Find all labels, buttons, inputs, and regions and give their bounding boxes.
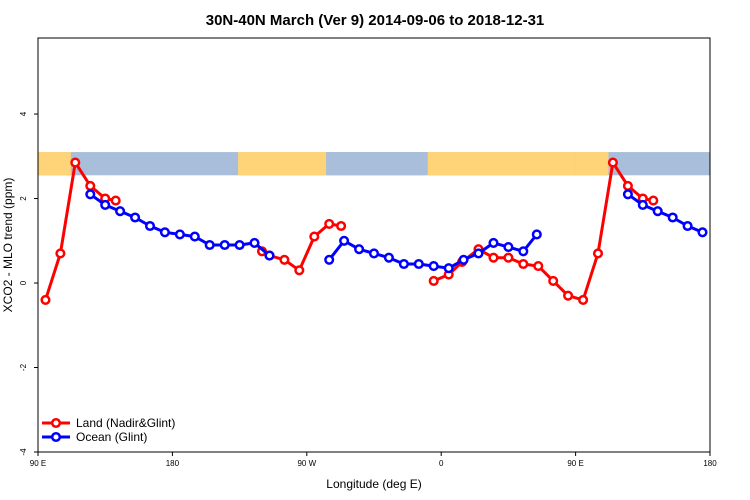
- data-point: [294, 265, 305, 276]
- chart-title: 30N-40N March (Ver 9) 2014-09-06 to 2018…: [206, 12, 545, 29]
- data-point: [652, 206, 663, 217]
- y-axis-label: XCO2 - MLO trend (ppm): [1, 178, 15, 313]
- map-land-north-america: [238, 152, 327, 176]
- data-point: [458, 254, 469, 265]
- data-point: [234, 239, 245, 251]
- data-point: [100, 199, 111, 210]
- data-point: [563, 290, 574, 301]
- data-point: [309, 231, 320, 242]
- data-point: [548, 275, 559, 286]
- data-point: [488, 237, 499, 248]
- x-axis-label: Longitude (deg E): [326, 477, 421, 491]
- data-point: [115, 206, 126, 217]
- data-point: [428, 261, 439, 272]
- data-point: [518, 258, 529, 270]
- data-point: [354, 244, 365, 255]
- data-point: [428, 275, 439, 286]
- world-map-band: [38, 152, 710, 176]
- data-point: [40, 294, 51, 305]
- series-line: [44, 161, 116, 301]
- legend-label: Ocean (Glint): [76, 430, 147, 444]
- map-atlantic: [326, 152, 427, 176]
- map-land-eurasia-africa: [427, 152, 576, 176]
- x-tick-label: 90 W: [297, 459, 316, 468]
- data-point: [637, 199, 648, 210]
- data-point: [204, 239, 215, 251]
- data-point: [607, 157, 618, 168]
- plot-frame: [37, 37, 711, 453]
- data-point: [622, 180, 633, 191]
- data-point: [592, 248, 604, 259]
- data-point: [488, 252, 499, 263]
- data-point: [85, 189, 96, 200]
- axes-layer: 90 E 180 90 W 0 90 E 180 -4 -2 0 2 4: [19, 111, 717, 468]
- data-point: [518, 246, 529, 257]
- x-tick-label: 180: [703, 459, 717, 468]
- legend: Land (Nadir&Glint)Ocean (Glint): [42, 416, 175, 444]
- series-ocean: [85, 189, 708, 274]
- data-point: [264, 250, 275, 261]
- data-point: [622, 189, 633, 200]
- data-point: [398, 258, 409, 270]
- data-point: [249, 237, 260, 248]
- data-point: [339, 235, 350, 246]
- map-land-asia-west: [38, 152, 71, 176]
- data-point: [324, 218, 335, 229]
- data-point: [219, 239, 230, 251]
- x-tick-label: 90 E: [30, 459, 46, 468]
- y-tick-label: -4: [19, 448, 28, 456]
- legend-label: Land (Nadir&Glint): [76, 416, 175, 430]
- legend-item: Land (Nadir&Glint): [42, 416, 175, 430]
- map-land-asia-east: [575, 152, 609, 176]
- data-point: [336, 220, 347, 232]
- x-tick-label: 180: [166, 459, 180, 468]
- data-point: [667, 212, 678, 223]
- series-land: [40, 157, 659, 305]
- x-tick-label: 0: [439, 459, 444, 468]
- data-point: [697, 227, 708, 238]
- data-point: [70, 157, 81, 168]
- data-point: [443, 263, 454, 274]
- legend-marker: [50, 417, 62, 429]
- data-point: [55, 248, 66, 259]
- data-point: [368, 248, 380, 259]
- data-point: [648, 195, 659, 206]
- data-point: [682, 220, 693, 232]
- legend-marker: [50, 431, 62, 443]
- data-point: [533, 261, 544, 272]
- data-point: [130, 212, 141, 223]
- x-tick-label: 90 E: [567, 459, 583, 468]
- data-point: [174, 229, 185, 240]
- data-point: [531, 229, 542, 240]
- data-point: [503, 252, 514, 263]
- data-point: [503, 242, 514, 253]
- series-layer: [40, 157, 708, 305]
- data-point: [144, 220, 156, 232]
- data-point: [279, 254, 290, 265]
- y-tick-label: -2: [19, 363, 28, 371]
- data-point: [110, 195, 121, 206]
- series-line: [433, 161, 654, 302]
- y-tick-label: 0: [19, 280, 28, 285]
- data-point: [324, 254, 335, 265]
- data-point: [578, 294, 589, 305]
- legend-item: Ocean (Glint): [42, 430, 147, 444]
- data-point: [85, 180, 96, 191]
- y-tick-label: 4: [19, 111, 28, 116]
- y-tick-label: 2: [19, 196, 28, 201]
- data-point: [383, 252, 394, 263]
- data-point: [189, 231, 200, 242]
- data-point: [473, 248, 484, 259]
- data-point: [413, 258, 424, 270]
- data-point: [159, 227, 170, 238]
